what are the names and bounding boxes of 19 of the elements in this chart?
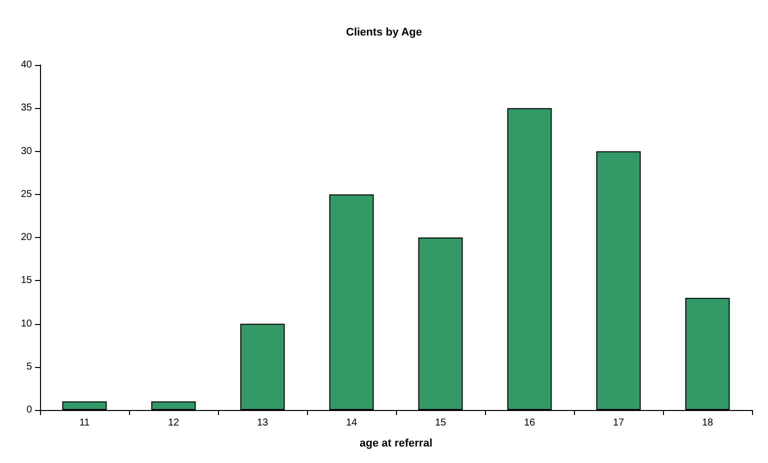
y-tick-label: 0 — [26, 404, 32, 416]
y-tick-label: 40 — [20, 60, 32, 70]
x-tick-label: 17 — [612, 418, 624, 428]
y-tick-label: 5 — [26, 361, 32, 372]
x-tick-label: 16 — [524, 418, 536, 428]
y-tick-label: 35 — [20, 102, 32, 114]
chart-title: Clients by Age — [346, 26, 422, 38]
y-tick-label: 25 — [20, 188, 32, 200]
y-tick-label: 20 — [20, 232, 32, 243]
x-tick-label: 12 — [168, 418, 180, 428]
y-tick-label: 15 — [20, 275, 32, 286]
x-tick-label: 13 — [256, 418, 268, 428]
x-axis-title: age at referral — [360, 438, 432, 450]
x-tick-label: 15 — [434, 418, 446, 428]
x-tick-label: 14 — [346, 418, 358, 428]
y-tick-label: 30 — [20, 146, 32, 157]
x-tick-label: 11 — [79, 418, 90, 428]
y-tick-label: 10 — [20, 318, 32, 330]
x-tick-label: 18 — [702, 418, 714, 428]
